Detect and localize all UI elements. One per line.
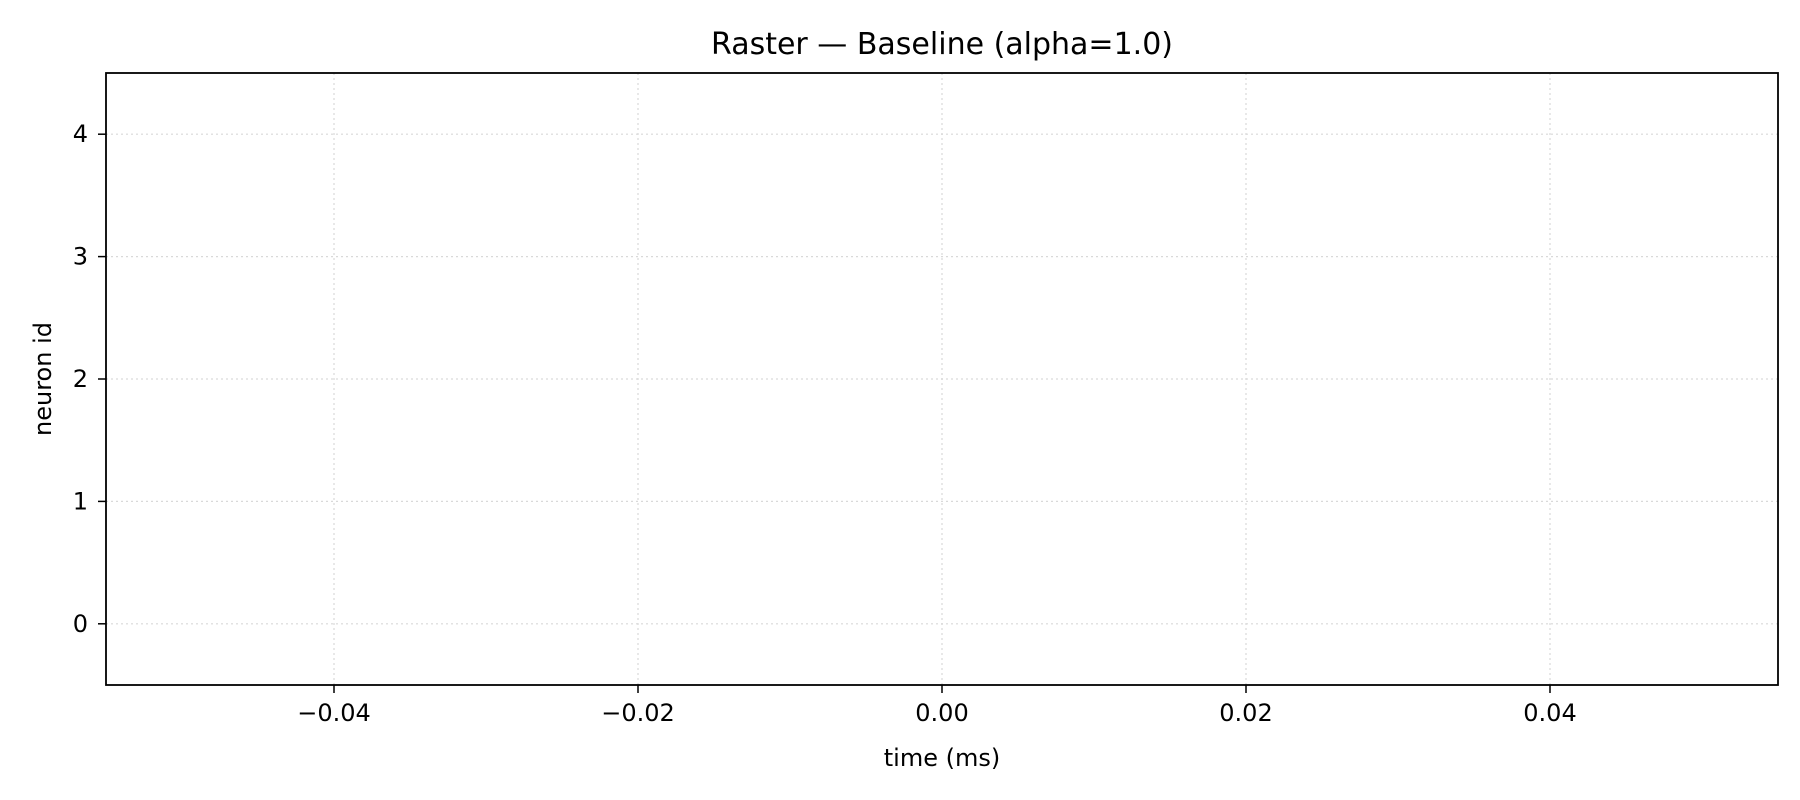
grid xyxy=(106,73,1778,685)
y-tick-label: 0 xyxy=(73,610,88,638)
plot-area-frame xyxy=(105,72,1779,686)
x-axis-label: time (ms) xyxy=(884,744,1000,772)
y-axis-label: neuron id xyxy=(29,322,57,436)
y-tick-label: 4 xyxy=(73,120,88,148)
x-tick-label: 0.00 xyxy=(915,699,968,727)
chart-title: Raster — Baseline (alpha=1.0) xyxy=(711,27,1173,62)
y-tick-label: 2 xyxy=(73,365,88,393)
x-tick-label: 0.04 xyxy=(1523,699,1576,727)
axis-ticks: −0.04 −0.02 0.00 0.02 0.04 0 1 2 3 4 xyxy=(73,120,1577,727)
y-tick-label: 3 xyxy=(73,243,88,271)
x-tick-label: 0.02 xyxy=(1219,699,1272,727)
x-tick-label: −0.02 xyxy=(601,699,675,727)
x-tick-label: −0.04 xyxy=(297,699,371,727)
y-tick-label: 1 xyxy=(73,487,88,515)
